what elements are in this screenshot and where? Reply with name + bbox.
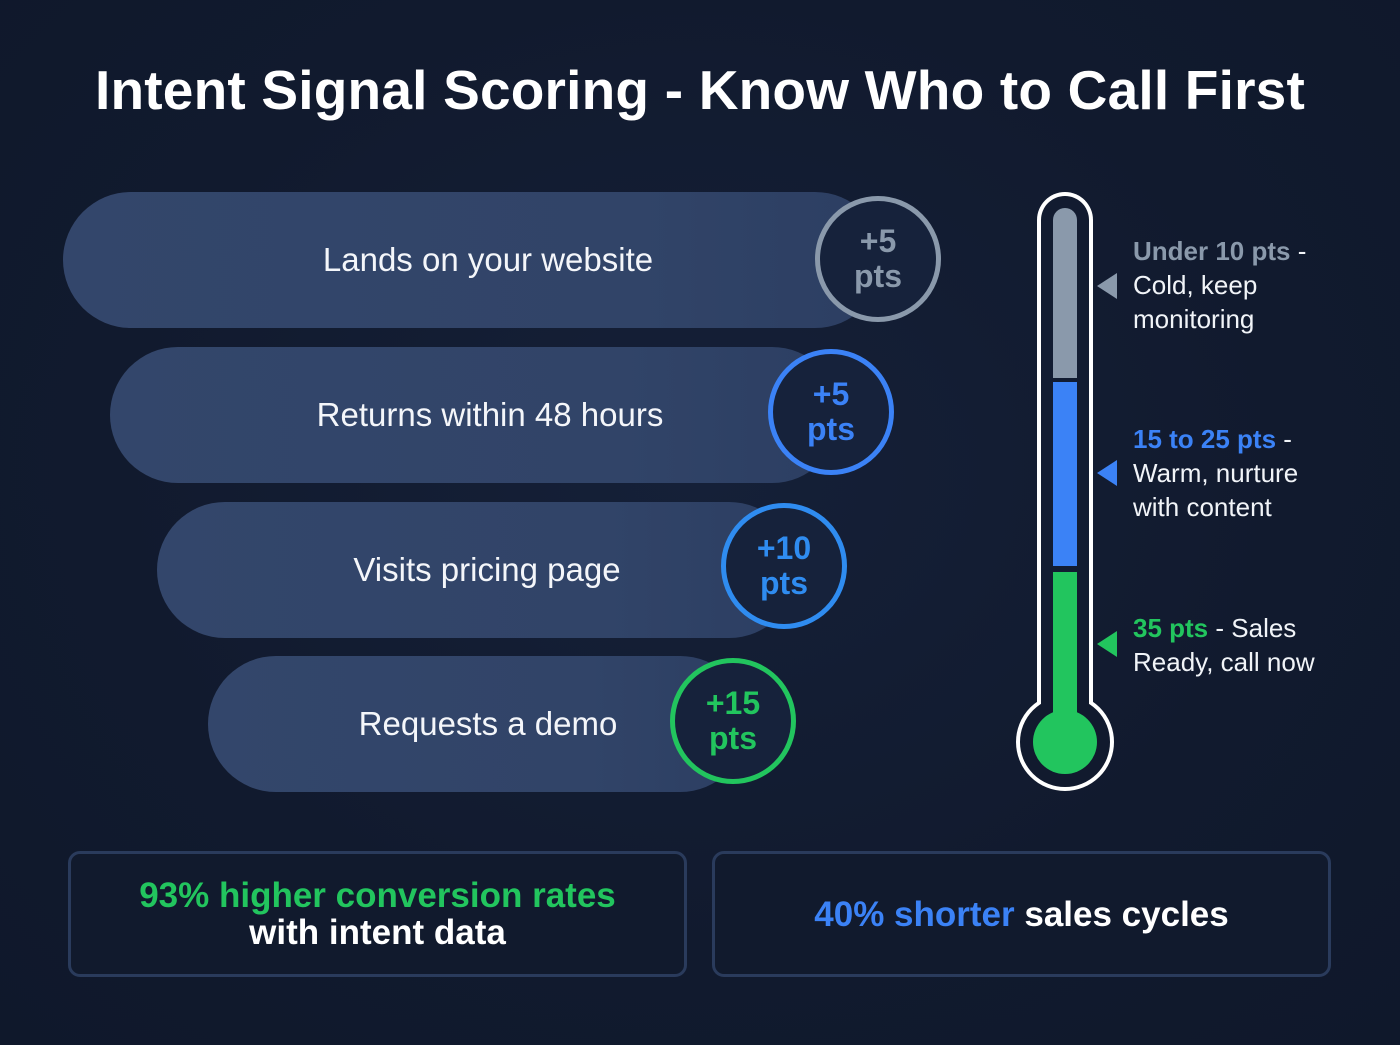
signal-label: Requests a demo xyxy=(358,705,618,742)
tier-range: 35 pts xyxy=(1133,613,1209,643)
tier-separator: - xyxy=(1290,236,1307,266)
signal-bar-website: Lands on your website xyxy=(63,192,883,328)
tier-separator: - xyxy=(1276,424,1292,454)
points-badge: +5 pts xyxy=(815,196,941,322)
stat-card-sales-cycle: 40% shorter sales cycles xyxy=(712,851,1331,977)
signal-label: Visits pricing page xyxy=(353,551,621,588)
points-value: +10 xyxy=(756,530,812,566)
stat-card-conversion: 93% higher conversion rates with intent … xyxy=(68,851,687,977)
points-unit: pts xyxy=(709,720,757,756)
page-title: Intent Signal Scoring - Know Who to Call… xyxy=(95,59,1305,121)
points-unit: pts xyxy=(760,565,808,601)
stat-text: sales cycles xyxy=(1014,894,1229,934)
points-badge: +15 pts xyxy=(670,658,796,784)
stat-highlight: 93% higher conversion rates xyxy=(139,876,616,915)
tier-range: Under 10 pts xyxy=(1133,236,1291,266)
thermometer-bulb xyxy=(1033,710,1097,774)
stat-highlight: 40% shorter xyxy=(814,894,1015,934)
signal-bar-demo: Requests a demo xyxy=(208,656,748,792)
stat-text: with intent data xyxy=(249,913,506,952)
thermometer-segment-cold xyxy=(1053,208,1077,378)
signal-bar-pricing: Visits pricing page xyxy=(157,502,797,638)
signal-label: Lands on your website xyxy=(322,241,654,278)
pointer-arrow-icon xyxy=(1097,273,1117,299)
thermometer-tube xyxy=(1037,192,1093,752)
tier-desc: Warm, nurture xyxy=(1133,458,1299,488)
pointer-arrow-icon xyxy=(1097,460,1117,486)
tier-desc: Cold, keep xyxy=(1133,270,1258,300)
points-badge: +5 pts xyxy=(768,349,894,475)
points-unit: pts xyxy=(854,258,902,294)
tier-cold: Under 10 pts - Cold, keep monitoring xyxy=(1133,234,1306,336)
points-unit: pts xyxy=(807,411,855,447)
thermometer-segment-warm xyxy=(1053,382,1077,566)
points-value: +15 xyxy=(705,685,761,721)
tier-hot: 35 pts - Sales Ready, call now xyxy=(1133,611,1315,679)
tier-desc: with content xyxy=(1133,492,1272,522)
points-badge: +10 pts xyxy=(721,503,847,629)
points-value: +5 xyxy=(812,376,850,412)
signal-label: Returns within 48 hours xyxy=(316,396,664,433)
points-value: +5 xyxy=(859,223,897,259)
signal-bar-return: Returns within 48 hours xyxy=(110,347,840,483)
tier-desc: monitoring xyxy=(1133,304,1255,334)
tier-range: 15 to 25 pts xyxy=(1133,424,1277,454)
pointer-arrow-icon xyxy=(1097,631,1117,657)
tier-desc: Ready, call now xyxy=(1133,647,1315,677)
tier-warm: 15 to 25 pts - Warm, nurture with conten… xyxy=(1133,422,1298,524)
tier-separator: - Sales xyxy=(1208,613,1297,643)
